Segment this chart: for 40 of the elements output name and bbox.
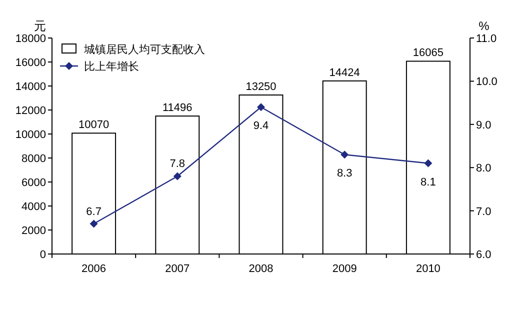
data-label: 11496 xyxy=(162,102,192,114)
y-axis-title: 元 xyxy=(34,19,46,33)
point xyxy=(340,150,349,159)
y2-tick-label: 9.0 xyxy=(476,119,492,132)
y2-axis-title: % xyxy=(478,19,490,33)
point xyxy=(424,159,432,168)
y-tick-label: 8000 xyxy=(22,153,46,165)
data-label: 14424 xyxy=(329,66,360,79)
y2-tick-label: 7.0 xyxy=(476,206,492,218)
x-tick-label: 2010 xyxy=(416,263,440,275)
y2-tick-label: 10.0 xyxy=(476,76,498,88)
x-tick-label: 2008 xyxy=(248,263,274,275)
data-label: 16065 xyxy=(412,47,444,60)
y-tick-label: 0 xyxy=(40,249,46,261)
y2-tick-label: 8.0 xyxy=(476,162,492,175)
legend-label: 比上年增长 xyxy=(84,60,139,73)
data-label: 10070 xyxy=(78,119,110,132)
point xyxy=(173,172,182,180)
data-label: 9.4 xyxy=(253,120,269,132)
y-tick-label: 16000 xyxy=(15,57,46,69)
y-tick-label: 18000 xyxy=(15,33,46,45)
x-tick-label: 2009 xyxy=(332,263,357,275)
y-tick-label: 6000 xyxy=(22,177,46,189)
data-label: 6.7 xyxy=(86,206,102,218)
y-tick-label: 14000 xyxy=(15,81,46,93)
data-label: 8.3 xyxy=(336,168,352,180)
x-tick-label: 2007 xyxy=(165,263,190,275)
data-label: 8.1 xyxy=(420,176,436,188)
data-label: 7.8 xyxy=(170,158,186,170)
y-tick-label: 12000 xyxy=(15,105,46,117)
legend-label: 城镇居民人均可支配收入 xyxy=(83,43,205,56)
y-tick-label: 10000 xyxy=(15,129,46,141)
y-tick-label: 4000 xyxy=(22,201,46,213)
y2-tick-label: 6.0 xyxy=(476,249,492,261)
y2-tick-label: 11.0 xyxy=(476,33,497,45)
y-tick-label: 2000 xyxy=(22,225,46,237)
point xyxy=(90,220,98,228)
data-label: 13250 xyxy=(246,81,276,93)
point xyxy=(257,103,265,112)
x-tick-label: 2006 xyxy=(82,263,106,275)
